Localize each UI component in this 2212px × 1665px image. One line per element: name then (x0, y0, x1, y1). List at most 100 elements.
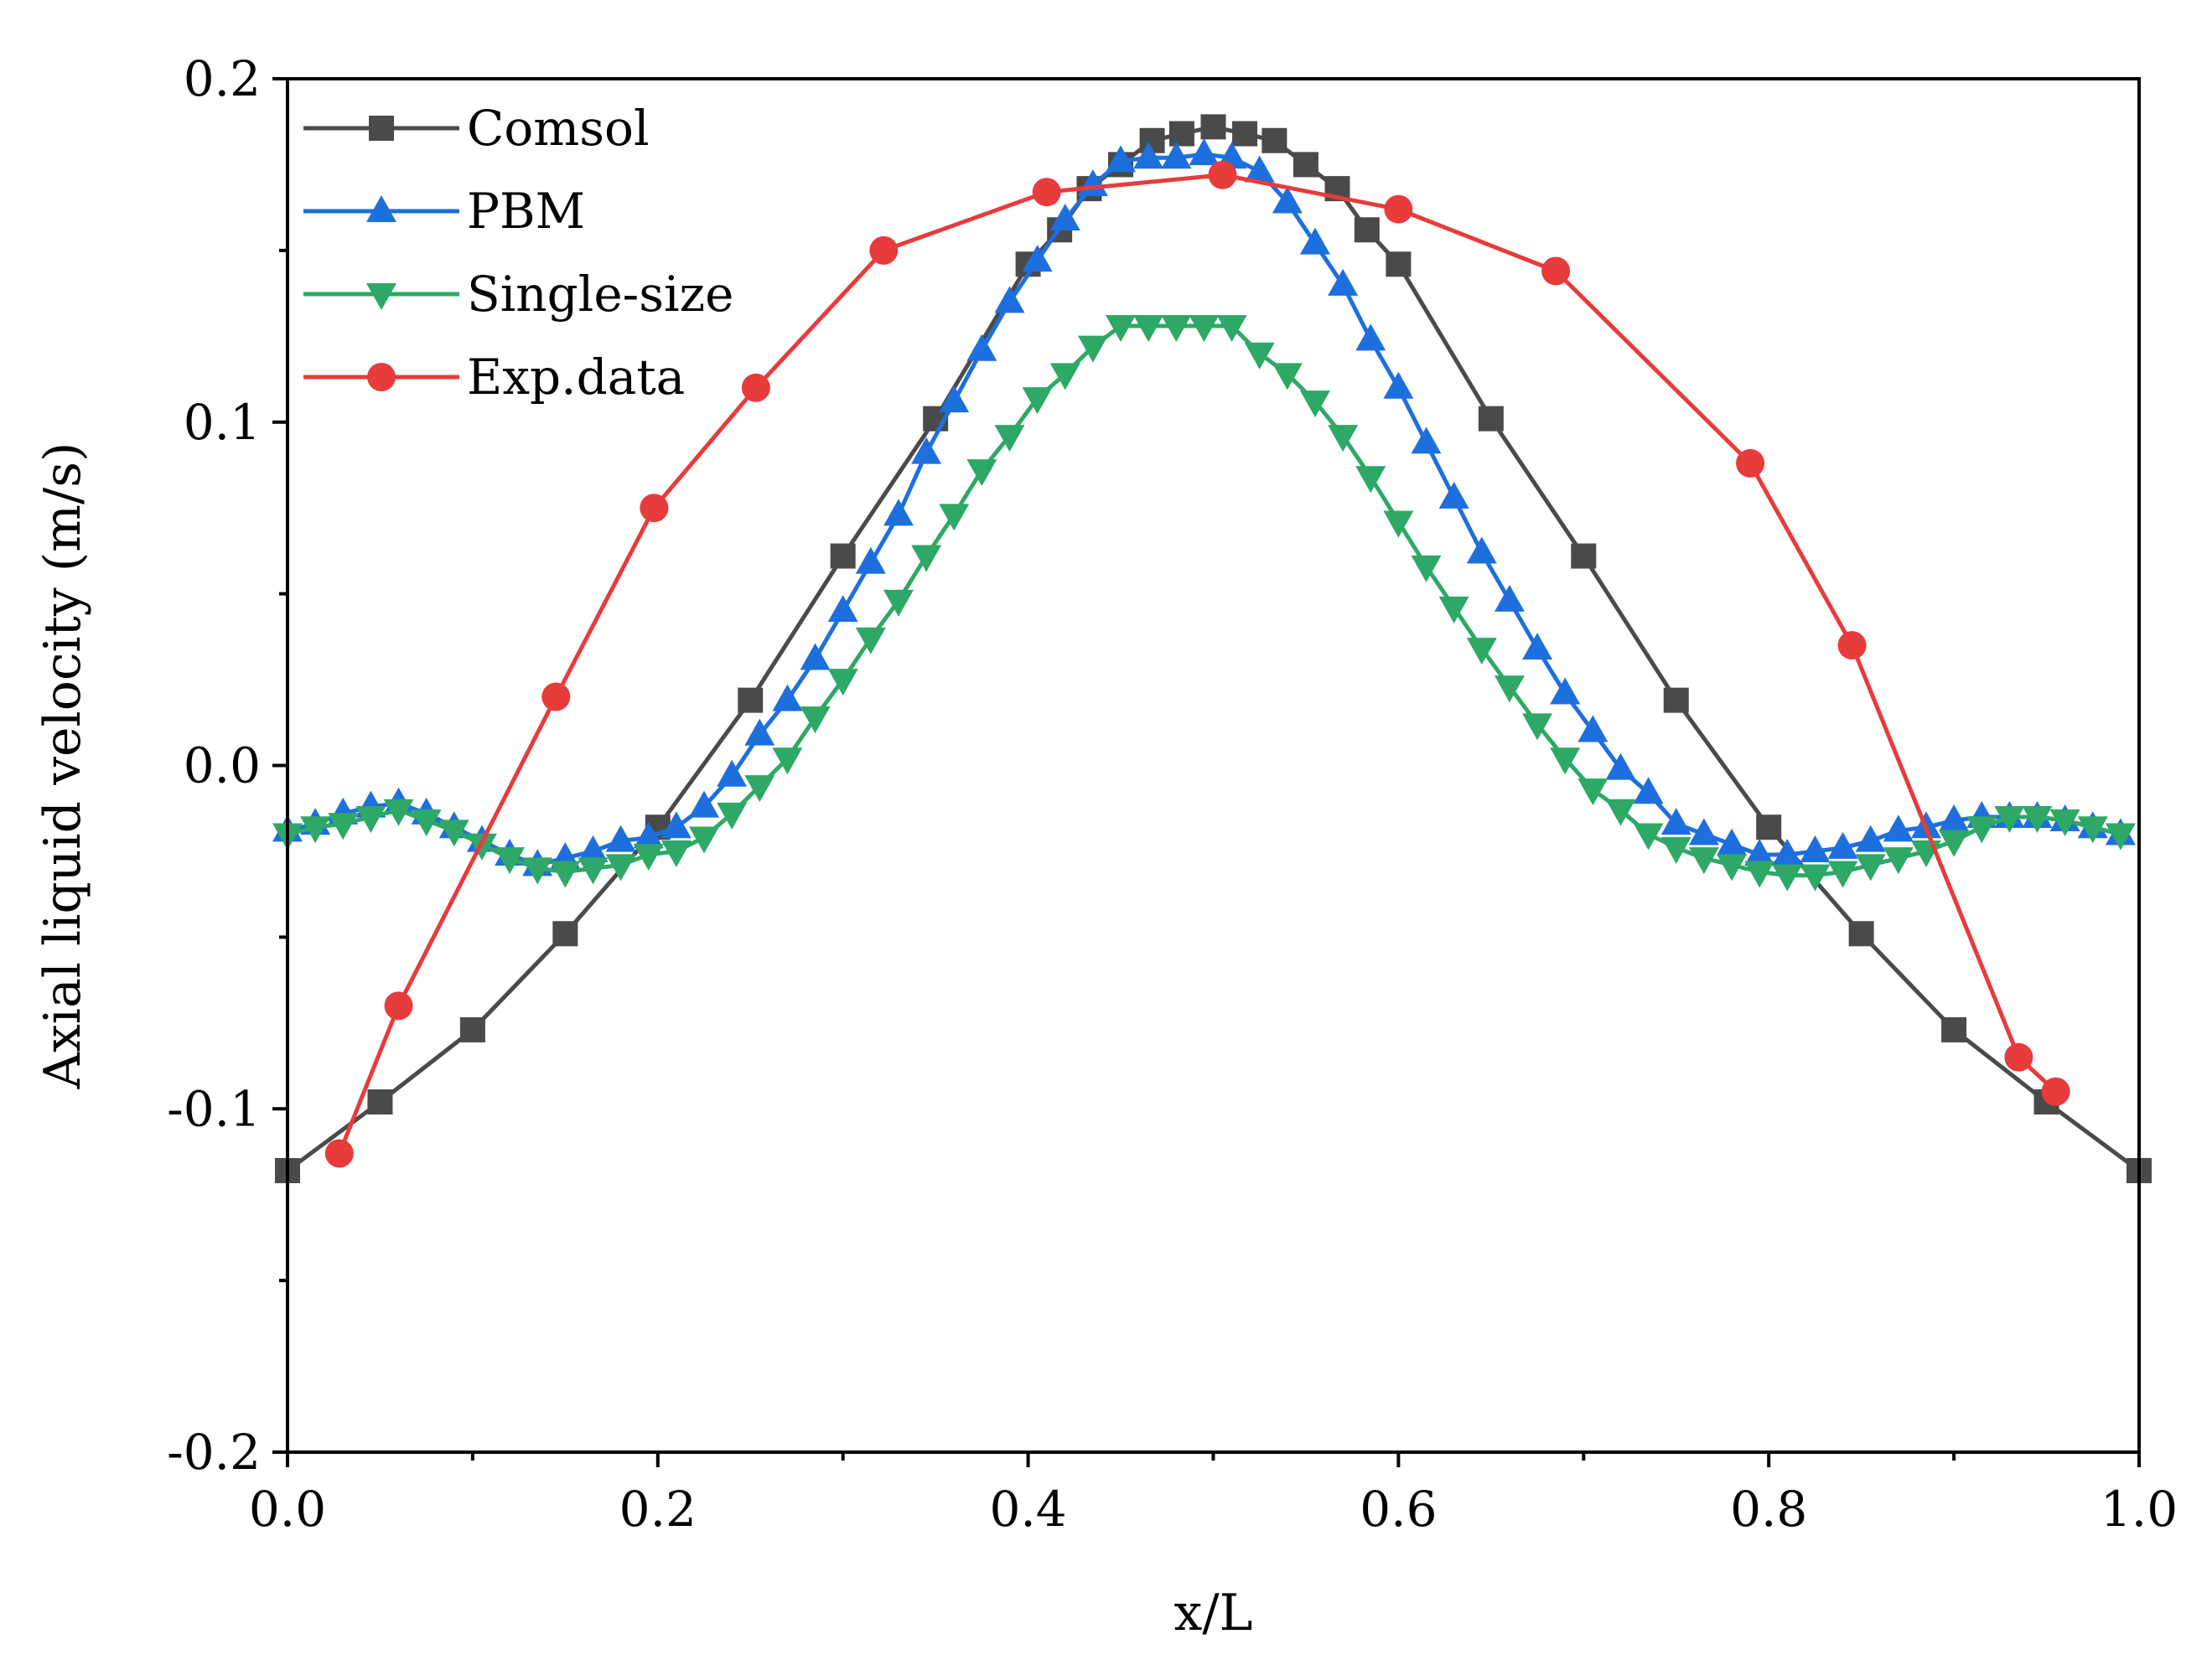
data-point-comsol (1354, 217, 1380, 243)
data-point-single-size (883, 589, 914, 617)
data-point-pbm (1189, 138, 1220, 166)
legend-marker-exp-data (367, 363, 396, 391)
data-point-pbm (1328, 268, 1359, 296)
data-point-single-size (2022, 805, 2053, 833)
data-point-pbm (1605, 752, 1636, 780)
data-point-comsol (1941, 1017, 1967, 1043)
x-axis-title: x/L (1174, 1584, 1253, 1642)
data-point-single-size (1411, 555, 1442, 582)
y-tick-label: -0.1 (167, 1080, 261, 1137)
data-point-pbm (1161, 142, 1192, 169)
y-tick-label: 0.2 (184, 50, 261, 107)
data-point-exp-data (1541, 256, 1571, 286)
legend: Comsol PBM Single-size Exp.data (303, 100, 733, 406)
data-point-single-size (1522, 713, 1553, 741)
data-point-single-size (1022, 387, 1053, 415)
data-point-single-size (744, 775, 775, 803)
data-point-single-size (438, 820, 469, 847)
data-point-single-size (1939, 830, 1970, 857)
data-point-exp-data (640, 494, 669, 523)
data-point-pbm (717, 759, 748, 787)
data-point-pbm (827, 595, 858, 623)
data-point-single-size (1827, 861, 1858, 888)
series-line-exp-data (337, 173, 2058, 1155)
data-point-single-size (1855, 854, 1886, 882)
x-tick-label: 0.8 (1730, 1481, 1807, 1538)
data-point-single-size (522, 857, 553, 885)
legend-marker-single-size (366, 283, 396, 310)
data-point-comsol (1478, 406, 1504, 432)
data-point-pbm (939, 385, 970, 413)
data-point-single-size (1438, 597, 1469, 624)
data-point-single-size (1216, 315, 1247, 343)
data-point-single-size (1605, 799, 1636, 826)
data-point-pbm (660, 811, 692, 839)
data-point-single-size (1466, 638, 1497, 665)
data-point-pbm (689, 790, 720, 818)
data-point-pbm (1494, 584, 1525, 612)
data-point-exp-data (2041, 1077, 2070, 1106)
legend-label-comsol: Comsol (467, 100, 650, 157)
data-point-comsol (1663, 687, 1689, 713)
data-point-single-size (1883, 847, 1914, 875)
data-point-single-size (717, 802, 748, 830)
data-point-comsol (552, 921, 578, 947)
series-single-size (272, 315, 2136, 892)
data-point-comsol (1292, 152, 1318, 178)
data-point-pbm (1800, 835, 1831, 862)
data-point-pbm (1522, 633, 1553, 660)
data-point-single-size (1106, 315, 1137, 343)
series-layer (272, 114, 2152, 1184)
data-point-single-size (1744, 861, 1775, 888)
data-point-single-size (1049, 363, 1080, 390)
data-point-pbm (1466, 536, 1497, 564)
data-point-comsol (1232, 121, 1258, 147)
data-point-single-size (911, 545, 942, 572)
data-point-single-size (2105, 823, 2136, 851)
data-point-single-size (578, 857, 609, 885)
data-point-comsol (1168, 121, 1194, 147)
data-point-pbm (1939, 804, 1970, 832)
data-point-pbm (1133, 142, 1164, 169)
data-point-single-size (689, 826, 720, 854)
data-point-single-size (1688, 847, 1719, 875)
data-point-pbm (1355, 323, 1386, 351)
data-point-single-size (1077, 335, 1108, 363)
data-point-pbm (1827, 831, 1858, 859)
data-point-single-size (1133, 315, 1164, 343)
data-point-pbm (1883, 814, 1914, 842)
data-point-exp-data (741, 373, 770, 402)
data-point-single-size (2077, 816, 2108, 844)
data-point-single-size (383, 799, 414, 826)
data-point-single-size (1800, 864, 1831, 892)
data-point-exp-data (869, 235, 899, 265)
data-point-pbm (1577, 715, 1608, 742)
data-point-single-size (1244, 342, 1275, 370)
data-point-single-size (800, 706, 831, 734)
data-point-single-size (1772, 864, 1803, 892)
data-point-comsol (1386, 251, 1412, 277)
data-point-single-size (300, 816, 331, 844)
data-point-single-size (2049, 809, 2080, 837)
data-point-single-size (1328, 425, 1359, 452)
data-point-pbm (1383, 371, 1414, 399)
data-point-pbm (1022, 245, 1053, 272)
legend-label-exp-data: Exp.data (467, 349, 685, 406)
y-tick-label: 0.1 (184, 394, 261, 451)
data-point-pbm (1106, 145, 1137, 173)
y-tick-label: 0.0 (184, 737, 261, 794)
data-point-single-size (772, 747, 803, 775)
data-point-pbm (911, 437, 942, 464)
data-point-single-size (660, 840, 692, 867)
series-exp-data (324, 160, 2070, 1168)
data-point-single-size (495, 847, 526, 875)
series-pbm (272, 138, 2136, 876)
data-point-exp-data (1384, 194, 1413, 224)
data-point-exp-data (541, 682, 571, 711)
data-point-pbm (1688, 818, 1719, 845)
data-point-pbm (1299, 227, 1330, 255)
legend-item-comsol: Comsol (303, 100, 650, 157)
data-point-pbm (744, 718, 775, 746)
data-point-comsol (830, 543, 856, 569)
